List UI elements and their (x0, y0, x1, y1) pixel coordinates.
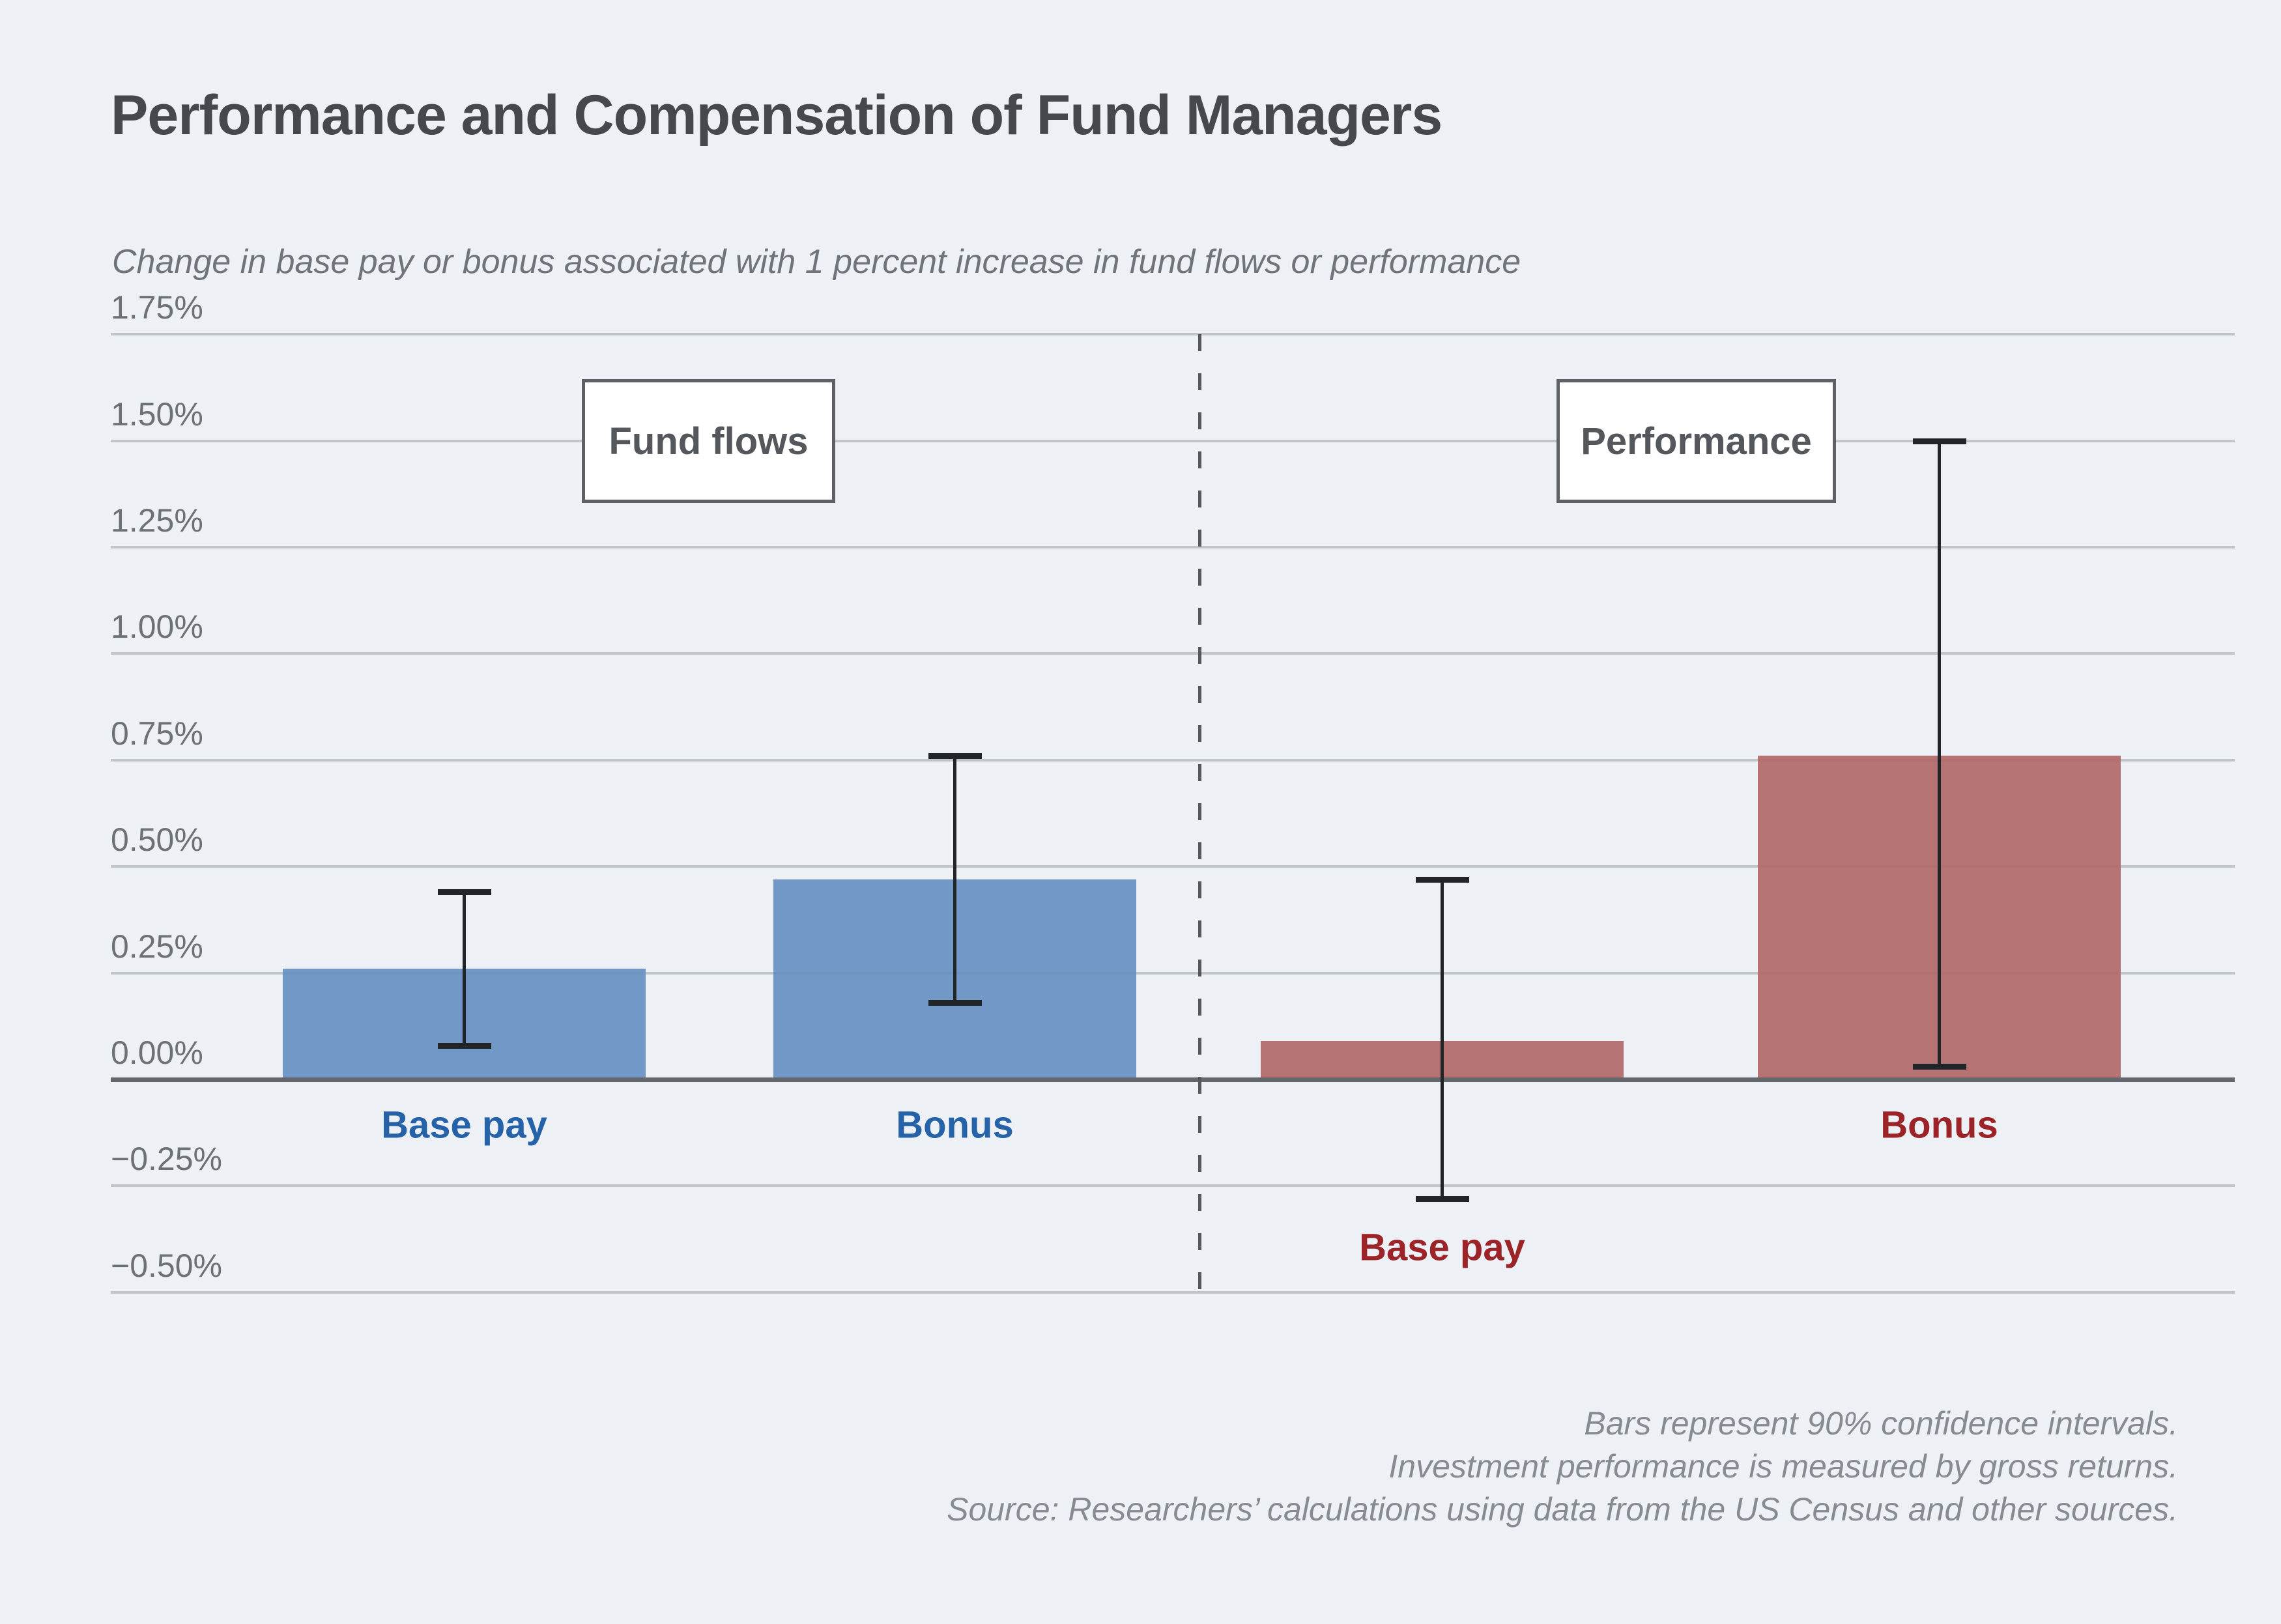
footnote-line: Source: Researchers’ calculations using … (947, 1491, 2178, 1528)
y-axis-tick-label: 1.00% (111, 608, 203, 645)
group-divider-dashed-line (1198, 334, 1201, 1292)
confidence-interval-cap-top (928, 753, 982, 760)
confidence-interval-cap-bottom (928, 1000, 982, 1006)
y-gridline (111, 972, 2235, 975)
y-axis-tick-label: −0.25% (111, 1141, 222, 1177)
zero-axis-line (111, 1077, 2235, 1082)
confidence-interval-cap-bottom (1415, 1196, 1469, 1202)
confidence-interval-cap-bottom (437, 1042, 491, 1049)
confidence-interval-line (1441, 879, 1444, 1199)
y-axis-tick-label: −0.50% (111, 1247, 222, 1284)
y-gridline (111, 759, 2235, 762)
bar-category-label: Base pay (1359, 1226, 1525, 1269)
y-axis-tick-label: 0.75% (111, 715, 203, 752)
y-axis-tick-label: 1.75% (111, 289, 203, 326)
y-axis-tick-label: 1.50% (111, 396, 203, 433)
y-axis-tick-label: 0.50% (111, 821, 203, 858)
y-gridline (111, 1291, 2235, 1294)
group-label-box-performance: Performance (1557, 379, 1836, 503)
y-axis-tick-label: 1.25% (111, 502, 203, 539)
confidence-interval-cap-bottom (1912, 1064, 1966, 1070)
group-label-box-fund-flows: Fund flows (582, 379, 835, 503)
y-gridline (111, 440, 2235, 442)
y-gridline (111, 546, 2235, 548)
y-gridline (111, 652, 2235, 655)
confidence-interval-line (463, 892, 466, 1046)
confidence-interval-cap-top (1912, 438, 1966, 444)
y-gridline (111, 1184, 2235, 1187)
footnotes: Bars represent 90% confidence intervals.… (947, 1402, 2178, 1531)
y-gridline (111, 333, 2235, 335)
y-axis-tick-label: 0.25% (111, 928, 203, 965)
footnote-line: Bars represent 90% confidence intervals. (1584, 1405, 2178, 1442)
confidence-interval-cap-top (437, 889, 491, 896)
confidence-interval-cap-top (1415, 876, 1469, 883)
bar-category-label: Base pay (381, 1104, 547, 1147)
bar-category-label: Bonus (896, 1104, 1014, 1147)
footnote-line: Investment performance is measured by gr… (1388, 1448, 2178, 1485)
confidence-interval-line (1938, 440, 1941, 1067)
chart-title: Performance and Compensation of Fund Man… (111, 84, 1442, 147)
chart-subtitle: Change in base pay or bonus associated w… (112, 243, 1521, 281)
y-gridline (111, 865, 2235, 868)
bar-category-label: Bonus (1880, 1104, 1998, 1147)
y-axis-tick-label: 0.00% (111, 1034, 203, 1071)
confidence-interval-line (953, 756, 956, 1003)
